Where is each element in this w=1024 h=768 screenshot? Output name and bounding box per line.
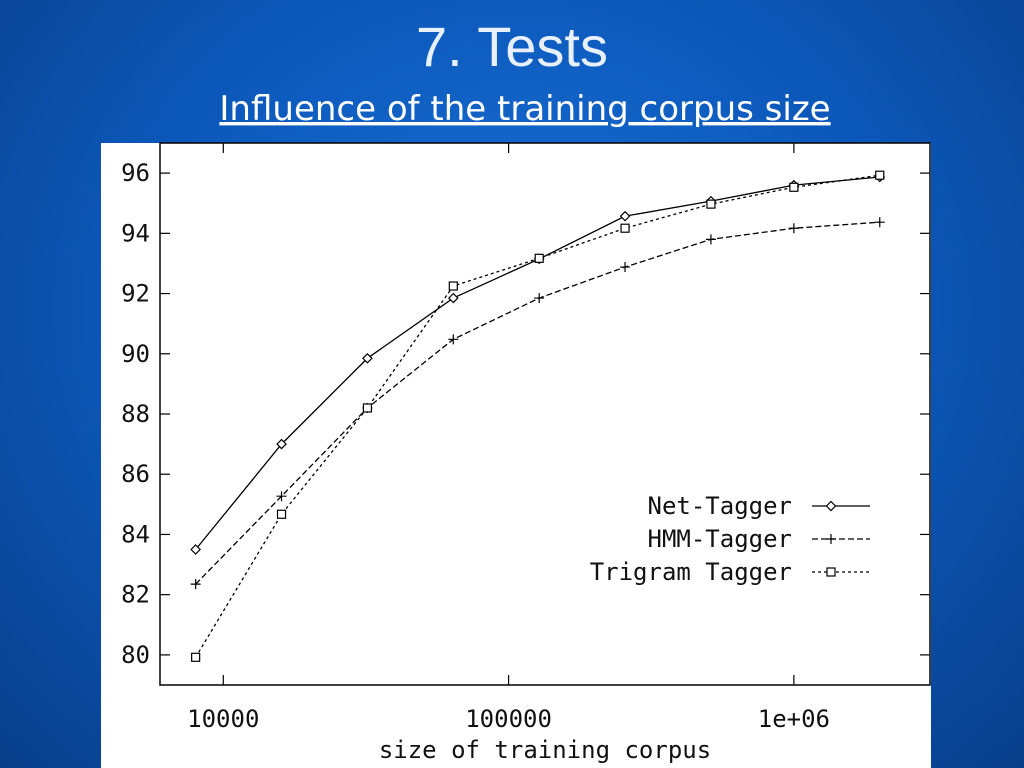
marker <box>448 334 459 345</box>
y-tick-label: 94 <box>121 219 150 247</box>
marker <box>448 281 458 291</box>
marker <box>825 500 837 512</box>
marker <box>362 352 373 364</box>
y-tick-label: 82 <box>121 581 150 609</box>
marker <box>619 210 631 222</box>
marker <box>620 262 631 273</box>
marker <box>534 293 545 304</box>
marker <box>447 292 459 304</box>
y-tick-label: 90 <box>121 340 150 368</box>
marker <box>276 438 287 450</box>
marker <box>190 579 201 590</box>
y-tick-label: 86 <box>121 460 150 488</box>
marker <box>362 403 373 413</box>
marker <box>788 223 799 234</box>
marker <box>705 234 716 245</box>
marker <box>826 534 836 544</box>
y-tick-label: 80 <box>121 641 150 669</box>
marker <box>620 223 630 233</box>
y-tick-label: 96 <box>121 159 150 187</box>
slide-title: 7. Tests <box>416 15 608 78</box>
marker <box>826 567 836 577</box>
x-tick-label: 100000 <box>465 705 552 733</box>
marker <box>534 253 544 263</box>
slide-subtitle: Influence of the training corpus size <box>219 89 830 129</box>
marker <box>706 199 716 209</box>
legend-label: HMM-Tagger <box>648 525 793 553</box>
marker <box>276 491 287 502</box>
legend-label: Trigram Tagger <box>590 558 792 586</box>
y-tick-label: 92 <box>121 280 150 308</box>
marker <box>789 182 799 192</box>
marker <box>190 544 201 555</box>
marker <box>874 217 885 228</box>
marker <box>191 652 201 662</box>
legend-label: Net-Tagger <box>648 492 793 520</box>
x-axis-label: size of training corpus <box>379 736 711 764</box>
x-tick-label: 10000 <box>187 705 259 733</box>
y-tick-label: 88 <box>121 400 150 428</box>
marker <box>276 509 287 519</box>
y-tick-label: 84 <box>121 520 150 548</box>
x-tick-label: 1e+06 <box>758 705 830 733</box>
marker <box>875 170 885 180</box>
chart-background <box>101 143 931 768</box>
